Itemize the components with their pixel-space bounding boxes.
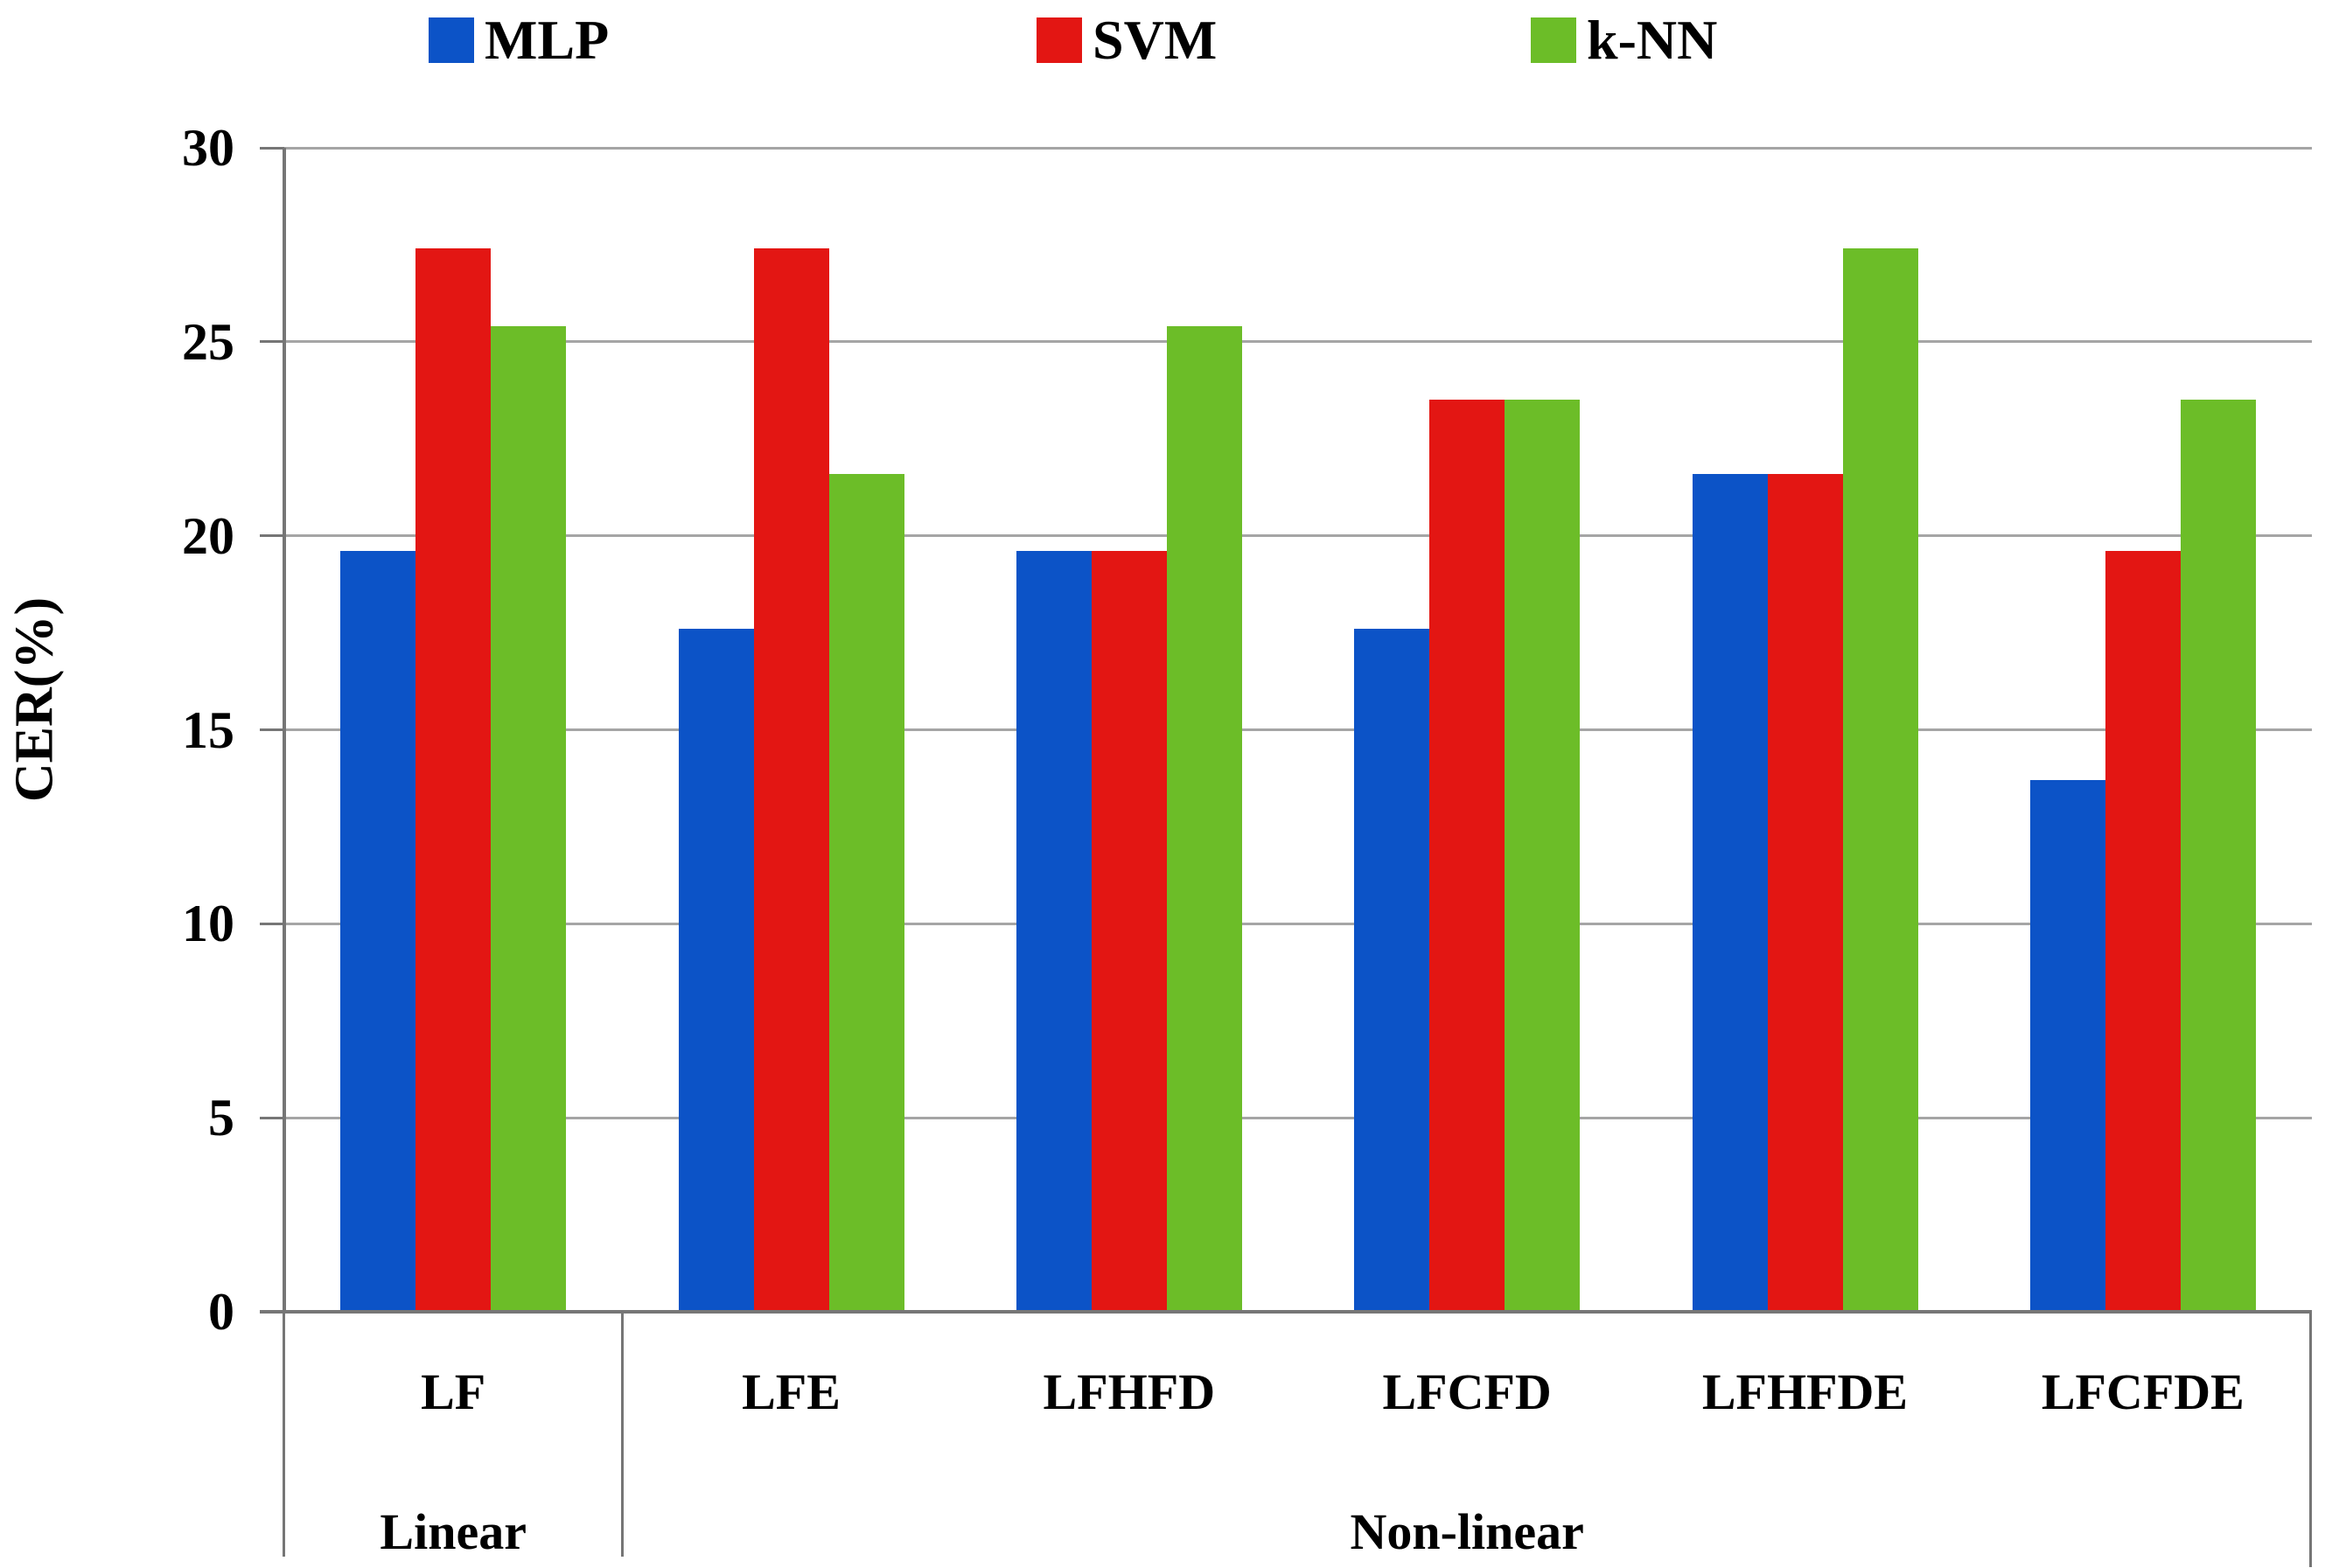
y-axis-line [283, 148, 286, 1312]
category-group-divider-1 [620, 1312, 624, 1557]
y-tick-label-20: 20 [182, 506, 234, 565]
y-axis-tick-15 [260, 728, 284, 731]
bar-svm-lfe [753, 248, 829, 1312]
bar-mlp-lfhfd [1016, 551, 1092, 1312]
group-label-linear: Linear [380, 1503, 527, 1560]
bar-svm-lf [415, 248, 492, 1312]
bar-svm-lfcfde [2105, 551, 2181, 1312]
y-tick-label-0: 0 [208, 1283, 234, 1341]
bar-knn-lfcfd [1505, 400, 1581, 1312]
y-tick-label-10: 10 [182, 895, 234, 953]
y-tick-label-5: 5 [208, 1089, 234, 1147]
group-label-non-linear: Non-linear [1350, 1503, 1584, 1560]
y-axis-tick-25 [260, 340, 284, 344]
y-axis-tick-20 [260, 534, 284, 538]
bar-mlp-lfhfde [1692, 473, 1768, 1312]
legend-swatch-knn [1531, 17, 1576, 63]
legend-item-knn: k-NN [1531, 3, 1717, 77]
gridline-10 [284, 922, 2312, 925]
x-category-label-lfhfd: LFHFD [1043, 1363, 1216, 1420]
y-tick-label-25: 25 [182, 312, 234, 371]
x-category-label-lfcfde: LFCFDE [2041, 1363, 2245, 1420]
bar-knn-lfhfde [1842, 248, 1918, 1312]
gridline-30 [284, 146, 2312, 150]
legend-label-mlp: MLP [485, 9, 610, 71]
category-group-divider-2 [2309, 1312, 2312, 1567]
bar-mlp-lfcfd [1354, 629, 1430, 1312]
category-group-divider-0 [283, 1312, 285, 1557]
x-category-label-lfcfd: LFCFD [1382, 1363, 1552, 1420]
bar-knn-lfcfde [2180, 400, 2256, 1312]
legend-swatch-svm [1037, 17, 1082, 63]
bar-mlp-lfcfde [2029, 780, 2105, 1312]
legend-item-svm: SVM [1037, 3, 1217, 77]
legend-label-svm: SVM [1093, 9, 1218, 71]
bar-mlp-lfe [678, 629, 754, 1312]
x-axis-line [260, 1310, 2312, 1314]
bar-knn-lfe [828, 473, 904, 1312]
bar-svm-lfhfd [1091, 551, 1167, 1312]
gridline-15 [284, 728, 2312, 731]
bar-svm-lfhfde [1767, 473, 1843, 1312]
x-category-label-lf: LF [421, 1363, 486, 1420]
gridline-20 [284, 534, 2312, 538]
gridline-25 [284, 340, 2312, 344]
x-category-label-lfhfde: LFHFDE [1701, 1363, 1909, 1420]
y-axis-tick-10 [260, 922, 284, 925]
bar-knn-lf [491, 326, 567, 1312]
y-axis-tick-30 [260, 146, 284, 150]
x-category-label-lfe: LFE [742, 1363, 841, 1420]
y-axis-tick-5 [260, 1116, 284, 1119]
bar-svm-lfcfd [1429, 400, 1505, 1312]
y-axis-title: CER(%) [4, 596, 65, 803]
legend-item-mlp: MLP [429, 3, 609, 77]
y-tick-label-15: 15 [182, 700, 234, 759]
bar-mlp-lf [340, 551, 416, 1312]
legend-swatch-mlp [429, 17, 474, 63]
bar-knn-lfhfd [1166, 326, 1242, 1312]
gridline-5 [284, 1116, 2312, 1119]
y-tick-label-30: 30 [182, 119, 234, 177]
legend-label-knn: k-NN [1587, 9, 1718, 71]
